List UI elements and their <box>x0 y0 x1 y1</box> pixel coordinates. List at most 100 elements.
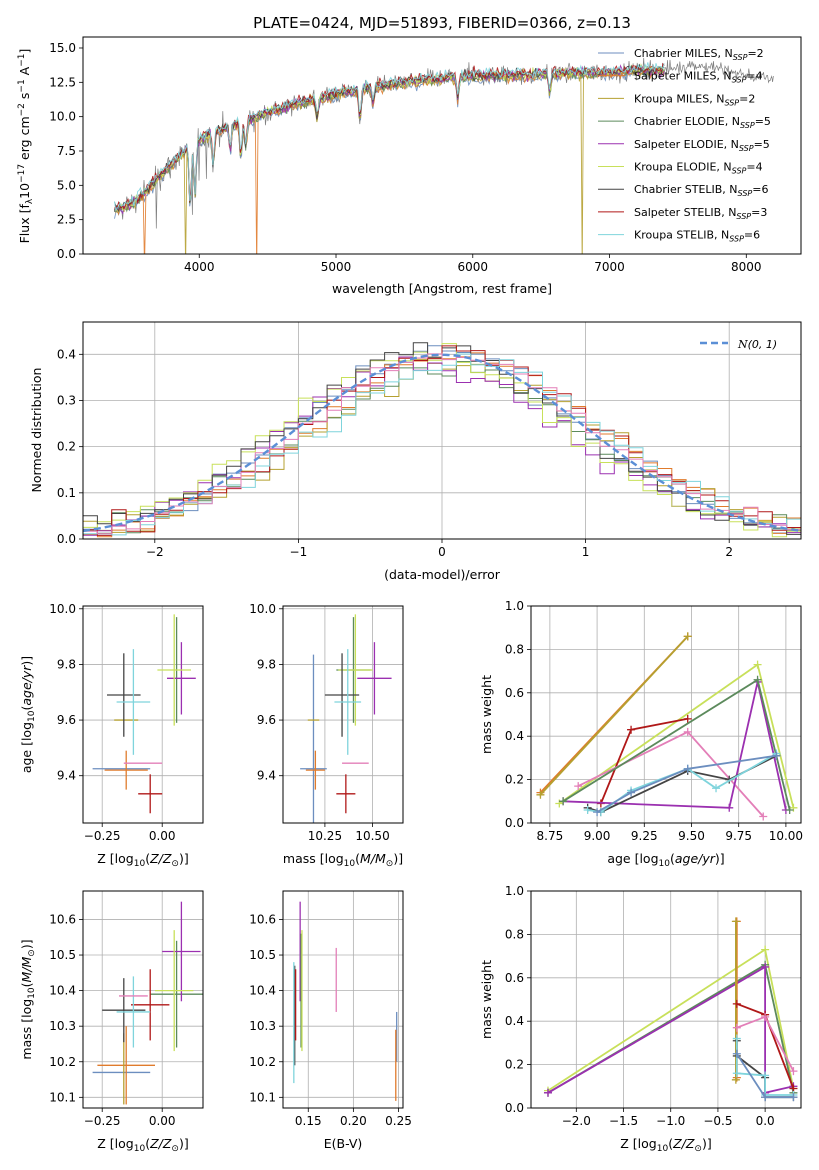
series-point <box>761 1093 770 1102</box>
label-part: )] <box>179 1136 189 1151</box>
series-point <box>627 725 636 734</box>
series-chabrier-elodie <box>559 675 794 814</box>
x-axis-label: (data-model)/error <box>384 567 501 582</box>
y-tick-label: 1.0 <box>505 884 524 898</box>
x-tick-label: 0.0 <box>756 1114 775 1128</box>
y-tick-label: 1.0 <box>505 599 524 613</box>
x-tick-label: 0.00 <box>149 829 176 843</box>
series-point <box>759 812 768 821</box>
label-part: Z [log <box>620 1136 656 1151</box>
x-tick-label: −0.25 <box>84 1114 121 1128</box>
label-part: SSP <box>732 76 747 85</box>
label-part: (0, 1) <box>748 338 778 351</box>
y-tick-label: 0.1 <box>57 486 76 500</box>
series-point <box>761 945 770 954</box>
ticks: −0.25 0.00 9.4 9.6 9.8 10.0 <box>49 602 175 843</box>
errorbar-kroupa-elodie <box>338 614 373 726</box>
y-tick-label: 10.5 <box>49 948 76 962</box>
label-part: ( <box>670 851 675 866</box>
series-point <box>732 1023 741 1032</box>
label-part: 10 <box>134 1144 146 1154</box>
y-tick-label: 10.5 <box>249 948 276 962</box>
plot-area <box>83 342 801 538</box>
label-part: 10 <box>659 859 671 869</box>
y-tick-label: 9.6 <box>57 713 76 727</box>
y-tick-label: 9.8 <box>257 657 276 671</box>
series-line <box>547 965 794 1094</box>
errorbar-chabrier-stelib <box>102 978 146 1043</box>
y-tick-label: 0.0 <box>57 247 76 261</box>
label-part: ⊙ <box>27 949 37 957</box>
label-part: mass [log <box>19 999 34 1060</box>
axes-frame <box>282 890 404 1109</box>
x-tick-label: 0.00 <box>149 1114 176 1128</box>
x-axis-label: Z [log10(Z/Z⊙)] <box>97 1136 188 1154</box>
axes-mass_weight_vs_age: 8.75 9.00 9.25 9.50 9.75 10.00 0.0 0.2 0.4 0.6 0.8… <box>479 599 803 869</box>
y-tick-label: 10.0 <box>49 602 76 616</box>
y-axis-label: Normed distribution <box>29 368 44 493</box>
series-point <box>732 999 741 1008</box>
errorbar-kroupa-stelib <box>116 976 151 1048</box>
legend-entry: Chabrier MILES, NSSP=2 <box>634 47 764 62</box>
label-part: ⊙ <box>171 859 179 869</box>
label-part: ⊙ <box>386 859 394 869</box>
label-part: N <box>737 338 748 351</box>
series-kroupa-miles <box>731 917 740 1084</box>
grid-lines <box>531 605 801 824</box>
x-axis-label: E(B-V) <box>324 1136 363 1151</box>
legend-entry: Chabrier ELODIE, NSSP=5 <box>634 115 771 130</box>
label-part: =2 <box>747 47 763 60</box>
label-part: =6 <box>752 183 768 196</box>
series-line <box>563 681 787 811</box>
label-part: ⊙ <box>171 1144 179 1154</box>
errorbar-salpeter-stelib <box>138 774 163 814</box>
label-part: M/M <box>19 956 34 982</box>
label-part: Chabrier STELIB, N <box>634 183 738 196</box>
y-tick-label: 0.6 <box>505 971 524 985</box>
series-point <box>559 797 568 806</box>
errorbar-kroupa-stelib <box>334 649 362 755</box>
x-axis-label: mass [log10(M/M⊙)] <box>283 851 403 869</box>
x-tick-label: 2 <box>725 545 733 559</box>
label-part: M/M <box>360 851 386 866</box>
y-tick-label: 9.4 <box>257 769 276 783</box>
legend-entry: Chabrier STELIB, NSSP=6 <box>634 183 768 198</box>
x-tick-label: 4000 <box>184 260 215 274</box>
y-tick-label: 5.0 <box>57 178 76 192</box>
label-part: SSP <box>738 189 753 198</box>
series-kroupa-miles <box>536 632 692 799</box>
series-point <box>761 962 770 971</box>
label-part: Salpeter ELODIE, N <box>634 138 739 151</box>
series-point <box>761 1071 770 1080</box>
errorbar-salpeter-elodie <box>167 642 196 715</box>
label-part: =6 <box>744 229 760 242</box>
x-tick-label: 0 <box>438 545 446 559</box>
x-tick-label: 10.25 <box>308 829 342 843</box>
series-extra <box>732 1012 798 1076</box>
plot-area <box>92 901 203 1105</box>
errorbar-chabrier-elodie <box>150 940 203 1048</box>
series-point <box>627 788 636 797</box>
x-tick-label: 9.50 <box>678 829 705 843</box>
label-part: =2 <box>739 92 755 105</box>
plot-area <box>536 632 798 821</box>
x-tick-label: 8000 <box>731 260 762 274</box>
errorbar-kroupa-elodie <box>155 930 194 1052</box>
series-point <box>761 1012 770 1021</box>
label-part: Kroupa ELODIE, N <box>634 161 732 174</box>
y-tick-label: 10.4 <box>49 984 76 998</box>
errorbar-salpeter-elodie <box>357 642 392 715</box>
label-part: ⊙ <box>694 1144 702 1154</box>
errorbar-salpeter-miles <box>97 1026 155 1105</box>
x-axis-label: Z [log10(Z/Z⊙)] <box>620 1136 711 1154</box>
label-part: ( <box>668 1136 673 1151</box>
x-tick-label: −2.0 <box>562 1114 591 1128</box>
series-point <box>683 714 692 723</box>
axes-frame <box>530 605 802 824</box>
y-tick-label: 10.3 <box>249 1019 276 1033</box>
label-part: 10 <box>657 1144 669 1154</box>
y-tick-label: 0.4 <box>57 347 76 361</box>
label-part: Kroupa MILES, N <box>634 92 724 105</box>
